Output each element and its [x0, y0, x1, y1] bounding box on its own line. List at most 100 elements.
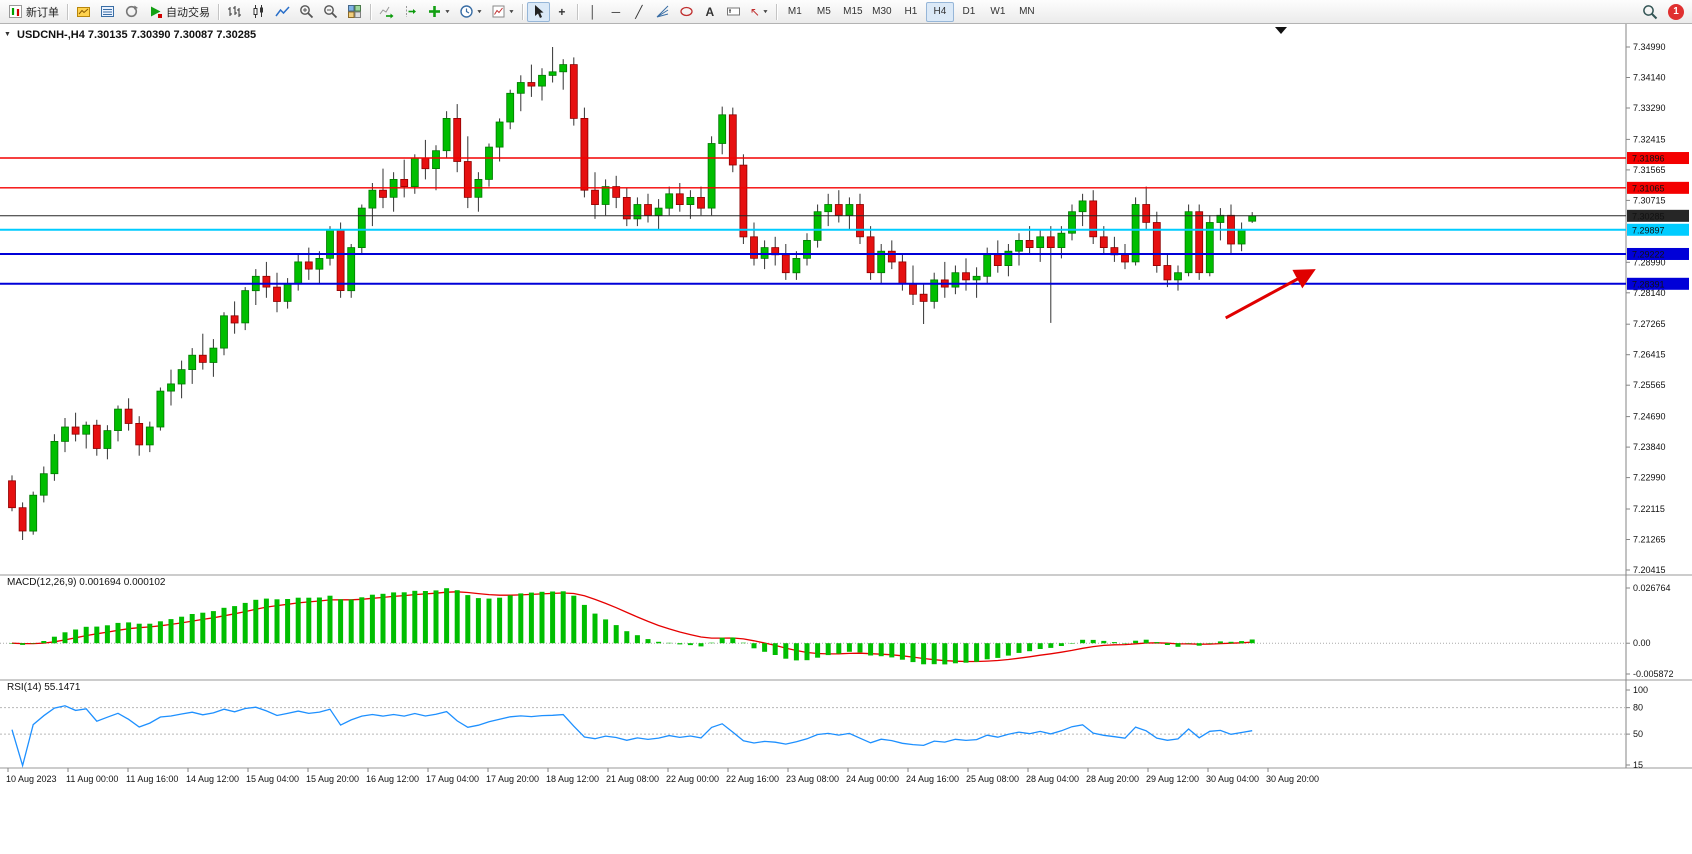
price-badge-7.31065: [1627, 181, 1689, 194]
trend-arrow[interactable]: [1224, 269, 1316, 320]
autotrade-button[interactable]: 自动交易: [144, 2, 214, 22]
dropdown-caret-icon: ▼: [507, 8, 515, 15]
toolbar-separator: [576, 3, 578, 20]
text-label-icon: [726, 4, 741, 19]
auto-scroll-icon: [379, 4, 394, 19]
search-button[interactable]: [1638, 2, 1662, 22]
timeframe-button-m5[interactable]: M5: [810, 2, 838, 22]
main-toolbar: 新订单 自动交易: [0, 0, 1692, 24]
auto-scroll-button[interactable]: [375, 2, 398, 22]
price-badge-label: 7.29897: [1632, 225, 1665, 235]
price-axis-label: 7.31565: [1633, 165, 1666, 175]
price-axis-label: 7.22115: [1633, 504, 1665, 514]
price-badge-7.31896: [1627, 152, 1689, 165]
price-axis-label: 7.21265: [1633, 534, 1666, 544]
templates-button[interactable]: ▼: [487, 2, 518, 22]
price-axis-label: 7.25565: [1633, 380, 1666, 390]
zoom-in-button[interactable]: [295, 2, 318, 22]
notification-count: 1: [1673, 6, 1679, 17]
price-axis-label: 7.33290: [1633, 103, 1666, 113]
rsi-line: [11, 705, 1253, 769]
timeframe-button-d1[interactable]: D1: [955, 2, 983, 22]
timeframe-button-m15[interactable]: M15: [839, 2, 867, 22]
fibonacci-button[interactable]: [651, 2, 674, 22]
toolbar-separator: [521, 3, 523, 20]
dropdown-caret-icon: ▼: [444, 8, 451, 15]
timeframe-button-m30[interactable]: M30: [868, 2, 896, 22]
one-click-trading-toggle[interactable]: ▼: [4, 31, 11, 38]
new-order-icon: [8, 4, 23, 19]
candlestick-series: [8, 47, 1257, 540]
price-axis-label: 7.32415: [1633, 134, 1666, 144]
line-chart-button[interactable]: [271, 2, 294, 22]
chart-shift-icon: [403, 4, 418, 19]
text-label-button[interactable]: [722, 2, 745, 22]
time-axis-label: 28 Aug 04:00: [1026, 774, 1079, 784]
new-chart-icon: [76, 4, 91, 19]
vertical-line-button[interactable]: │: [582, 2, 604, 22]
time-axis-label: 17 Aug 20:00: [486, 774, 539, 784]
cursor-button[interactable]: [526, 1, 550, 22]
fibonacci-icon: [655, 4, 670, 19]
refresh-button[interactable]: [120, 2, 143, 22]
price-axis-label: 7.23840: [1633, 442, 1666, 452]
price-badge-label: 7.31065: [1632, 183, 1665, 193]
price-axis-label: 7.27265: [1633, 319, 1666, 329]
chart-shift-button[interactable]: [399, 2, 422, 22]
price-badge-7.29897: [1627, 223, 1689, 236]
timeframe-button-m1[interactable]: M1: [781, 2, 809, 22]
timeframe-button-h4[interactable]: H4: [925, 1, 954, 22]
price-axis-label: 7.30715: [1633, 195, 1666, 205]
indicators-button[interactable]: ▼: [423, 2, 454, 22]
time-axis-label: 21 Aug 08:00: [606, 774, 659, 784]
crosshair-button[interactable]: +: [551, 2, 573, 22]
autotrade-label: 自动交易: [166, 6, 210, 19]
notification-badge[interactable]: 1: [1668, 3, 1684, 20]
timeframe-button-mn[interactable]: MN: [1013, 2, 1041, 22]
periods-button[interactable]: ▼: [455, 2, 486, 22]
time-axis-label: 18 Aug 12:00: [546, 774, 599, 784]
tile-windows-button[interactable]: [343, 2, 366, 22]
chart-plot[interactable]: 7.34990 7.34140 7.33290 7.32415 7.31565 7.307…: [0, 24, 1692, 854]
refresh-icon: [124, 4, 139, 19]
time-axis-label: 22 Aug 16:00: [726, 774, 779, 784]
search-icon: [1642, 4, 1658, 20]
zoom-out-button[interactable]: [319, 2, 342, 22]
time-axis-label: 15 Aug 04:00: [246, 774, 299, 784]
trend-arrow-annotation[interactable]: [1224, 269, 1316, 320]
time-axis-label: 29 Aug 12:00: [1146, 774, 1199, 784]
trendline-button[interactable]: ╱: [628, 2, 650, 22]
macd-signal-line: [11, 591, 1253, 663]
timeframe-toolbar: M1 M5 M15 M30 H1 H4 D1 W1 MN: [781, 1, 1041, 22]
time-axis-label: 28 Aug 20:00: [1086, 774, 1139, 784]
crosshair-icon: +: [558, 4, 566, 19]
bar-chart-button[interactable]: [223, 2, 246, 22]
macd-axis-label: 0.00: [1633, 638, 1651, 648]
chart-canvas[interactable]: 7.34990 7.34140 7.33290 7.32415 7.31565 7.307…: [0, 24, 1692, 854]
text-tool-icon: A: [705, 4, 715, 19]
data-window-button[interactable]: [96, 2, 119, 22]
arrows-button[interactable]: ↖ ▼: [746, 2, 772, 22]
price-badge-7.29222: [1627, 247, 1689, 260]
macd-panel: 0.026764 0.00 -0.005872: [0, 583, 1674, 679]
dropdown-caret-icon: ▼: [475, 8, 483, 15]
new-order-button[interactable]: 新订单: [4, 2, 63, 22]
price-badge-label: 7.28391: [1632, 279, 1665, 289]
shapes-button[interactable]: [675, 2, 698, 22]
price-axis: 7.34990 7.34140 7.33290 7.32415 7.31565 7.307…: [1626, 42, 1689, 575]
chart-shift-marker[interactable]: [1275, 27, 1287, 34]
line-chart-icon: [275, 4, 290, 19]
timeframe-button-h1[interactable]: H1: [897, 2, 925, 22]
new-chart-button[interactable]: [72, 2, 95, 22]
time-axis-label: 22 Aug 00:00: [666, 774, 719, 784]
time-axis: 10 Aug 2023 11 Aug 00:00 11 Aug 16:00 14 Au…: [6, 768, 1319, 784]
rsi-axis-label: 80: [1633, 703, 1643, 713]
text-button[interactable]: A: [699, 2, 721, 22]
price-badge-7.30285: [1627, 209, 1689, 222]
rsi-axis-label: 50: [1633, 729, 1643, 739]
candlestick-chart-button[interactable]: [247, 2, 270, 22]
timeframe-button-w1[interactable]: W1: [984, 2, 1012, 22]
horizontal-line-button[interactable]: ─: [605, 2, 627, 22]
tile-windows-icon: [347, 4, 362, 19]
price-badge-label: 7.30285: [1632, 211, 1665, 221]
